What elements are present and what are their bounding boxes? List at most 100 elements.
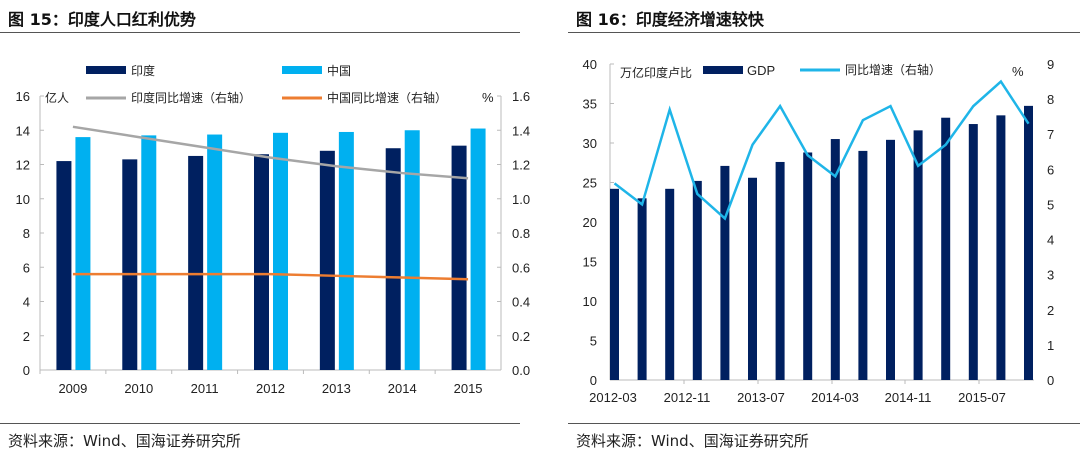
bar-india: [385, 148, 401, 370]
y2-tick-label: 1: [1047, 338, 1054, 353]
bar-gdp: [1024, 105, 1033, 381]
title-divider: [0, 32, 520, 33]
y-tick-label: 40: [583, 57, 597, 72]
y-axis-unit: 万亿印度卢比: [620, 65, 692, 80]
y2-tick-label: 1.4: [512, 123, 530, 138]
bar-gdp: [913, 130, 923, 380]
x-tick-label: 2013-07: [737, 390, 785, 405]
bar-india: [254, 154, 269, 370]
line-gdp-growth: [613, 79, 1030, 221]
y-tick-label: 6: [23, 260, 30, 275]
x-tick-label: 2010: [124, 381, 153, 396]
y-tick-label: 10: [583, 294, 597, 309]
y-tick-label: 35: [583, 97, 597, 112]
y-tick-label: 14: [16, 123, 30, 138]
bar-china: [75, 137, 91, 370]
bar-china: [141, 135, 157, 370]
y2-tick-label: 0.0: [512, 363, 530, 378]
legend-label: 同比增速（右轴）: [845, 62, 941, 77]
y-tick-label: 8: [23, 226, 30, 241]
y2-axis-unit: %: [482, 90, 494, 105]
legend-label: 印度: [131, 63, 155, 78]
bar-gdp: [803, 152, 813, 380]
y-tick-label: 12: [16, 158, 30, 173]
bar-india: [188, 155, 204, 370]
x-tick-label: 2014-11: [885, 390, 932, 405]
x-tick-label: 2014: [388, 381, 417, 396]
y-tick-label: 25: [583, 176, 597, 191]
y2-tick-label: 1.2: [512, 158, 530, 173]
bar-gdp: [775, 161, 785, 380]
bar-gdp: [996, 115, 1006, 380]
bar-india: [319, 150, 335, 370]
y2-tick-label: 0.2: [512, 329, 530, 344]
y2-tick-label: 5: [1047, 197, 1054, 212]
y2-tick-label: 0.8: [512, 226, 530, 241]
y2-tick-label: 3: [1047, 268, 1054, 283]
legend-swatch: [86, 66, 126, 74]
y-tick-label: 0: [23, 363, 30, 378]
source-note: 资料来源：Wind、国海证券研究所: [576, 432, 809, 450]
y2-tick-label: 4: [1047, 233, 1054, 248]
y2-tick-label: 8: [1047, 92, 1054, 107]
legend-label: GDP: [747, 63, 775, 78]
bar-gdp: [637, 198, 647, 380]
y-axis-unit: 亿人: [45, 90, 69, 105]
legend-label: 中国: [327, 63, 351, 78]
x-tick-label: 2012-11: [664, 390, 711, 405]
source-note: 资料来源：Wind、国海证券研究所: [8, 432, 241, 450]
bar-india: [451, 145, 467, 370]
y-tick-label: 4: [23, 295, 30, 310]
bar-india: [122, 159, 138, 370]
bar-china: [470, 128, 486, 370]
bar-gdp: [886, 139, 895, 380]
x-tick-label: 2015-07: [958, 390, 1006, 405]
bar-gdp: [665, 188, 675, 380]
x-tick-label: 2012-03: [589, 390, 637, 405]
x-tick-label: 2009: [58, 381, 87, 396]
y2-tick-label: 0: [1047, 373, 1054, 388]
legend-label: 中国同比增速（右轴）: [327, 90, 447, 105]
y-tick-label: 30: [583, 136, 597, 151]
bar-gdp: [968, 124, 978, 380]
y2-tick-label: 1.0: [512, 192, 530, 207]
bar-gdp: [720, 165, 730, 380]
figure-15-title: 图 15：印度人口红利优势: [8, 10, 196, 29]
legend-label: 印度同比增速（右轴）: [131, 90, 251, 105]
y-tick-label: 20: [583, 215, 597, 230]
y2-axis-unit: %: [1012, 64, 1024, 79]
bar-china: [338, 131, 354, 370]
y2-tick-label: 0.6: [512, 260, 530, 275]
legend-swatch: [282, 66, 322, 74]
y-tick-label: 16: [16, 89, 30, 104]
x-tick-label: 2013: [322, 381, 351, 396]
bar-india: [56, 161, 72, 370]
line-china-growth: [72, 272, 469, 281]
x-tick-label: 2015: [454, 381, 483, 396]
x-tick-label: 2012: [256, 381, 285, 396]
bar-gdp: [692, 180, 702, 380]
legend-swatch: [703, 66, 743, 74]
y2-tick-label: 1.6: [512, 89, 530, 104]
bar-gdp: [748, 177, 757, 380]
y2-tick-label: 9: [1047, 57, 1054, 72]
x-tick-label: 2014-03: [811, 390, 859, 405]
y-tick-label: 15: [583, 255, 597, 270]
y-tick-label: 5: [590, 334, 597, 349]
bar-gdp: [830, 139, 840, 380]
bar-china: [404, 130, 420, 370]
y2-tick-label: 7: [1047, 127, 1054, 142]
x-tick-label: 2011: [191, 381, 219, 396]
source-divider: [568, 423, 1080, 424]
bar-gdp: [941, 117, 951, 380]
bar-china: [273, 132, 288, 370]
y2-tick-label: 2: [1047, 303, 1054, 318]
source-divider: [0, 423, 520, 424]
bar-gdp: [858, 150, 868, 380]
figure-16-title: 图 16：印度经济增速较快: [576, 10, 764, 29]
y-tick-label: 10: [16, 192, 30, 207]
y2-tick-label: 6: [1047, 162, 1054, 177]
title-divider: [568, 32, 1080, 33]
bar-china: [207, 134, 223, 370]
